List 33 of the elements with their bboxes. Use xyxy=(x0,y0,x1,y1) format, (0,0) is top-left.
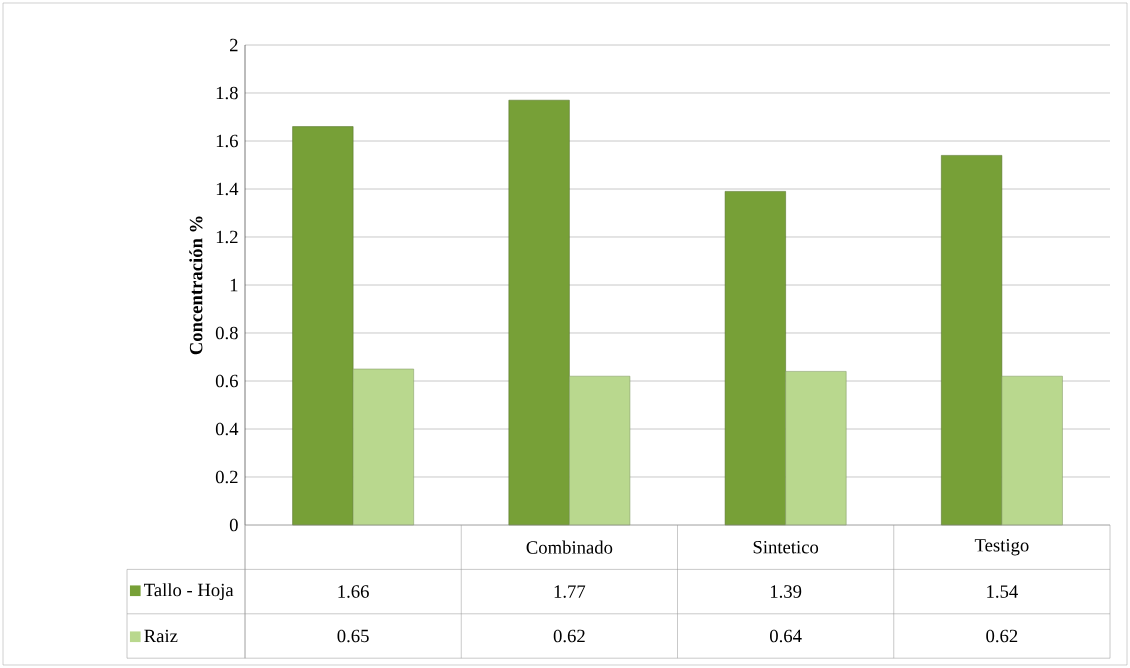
data-label: 0.62 xyxy=(986,629,1018,643)
x-tick-label: Testigo xyxy=(974,539,1029,556)
y-tick-label: 1 xyxy=(230,278,238,292)
bar xyxy=(352,368,414,526)
legend-label: Raiz xyxy=(144,629,178,643)
bar xyxy=(1001,375,1063,526)
bar xyxy=(508,99,570,526)
data-label: 0.64 xyxy=(770,629,802,643)
y-tick-label: 1.2 xyxy=(216,230,238,244)
data-label: 1.39 xyxy=(770,585,802,598)
bar xyxy=(569,375,631,526)
y-tick-label: 1.6 xyxy=(216,134,238,148)
x-tick-label: Combinado xyxy=(526,540,613,554)
x-tick-label: Sintetico xyxy=(753,540,819,554)
y-tick-label: 2 xyxy=(230,38,238,52)
legend-label: Tallo - Hoja xyxy=(144,583,234,601)
data-label: 0.62 xyxy=(553,629,585,643)
y-tick-label: 0.8 xyxy=(215,326,238,340)
data-label: 0.65 xyxy=(337,629,369,643)
y-tick-label: 0.4 xyxy=(215,422,239,436)
bar xyxy=(292,126,354,526)
bar xyxy=(724,191,786,526)
y-tick-label: 0.6 xyxy=(215,374,238,388)
y-tick-label: 1.4 xyxy=(216,182,239,196)
bar xyxy=(785,371,847,526)
data-label: 1.66 xyxy=(338,585,369,598)
data-label: 1.77 xyxy=(554,585,586,598)
bar xyxy=(941,155,1003,526)
data-label: 1.54 xyxy=(987,585,1018,598)
y-tick-label: 0 xyxy=(229,518,238,532)
y-tick-label: 1.8 xyxy=(216,86,238,100)
y-tick-label: 0.2 xyxy=(215,470,238,484)
y-axis-title: Concentración % xyxy=(189,216,203,355)
